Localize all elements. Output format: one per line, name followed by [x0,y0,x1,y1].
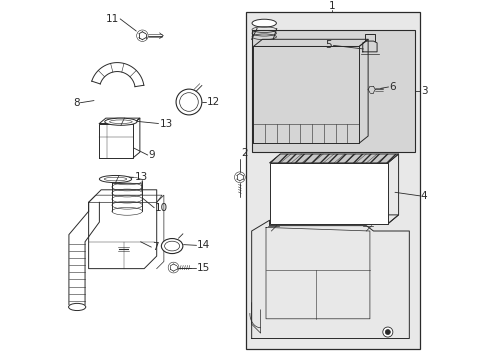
Text: 9: 9 [148,150,155,160]
Circle shape [179,93,198,111]
Text: 12: 12 [206,97,220,107]
Bar [251,30,414,152]
Ellipse shape [161,239,183,253]
Ellipse shape [68,303,85,311]
Polygon shape [269,154,398,163]
Text: 4: 4 [420,191,427,201]
Text: 13: 13 [134,172,147,182]
Text: 6: 6 [389,82,395,92]
Text: 1: 1 [328,1,335,11]
Text: 8: 8 [73,98,80,108]
Bar [269,163,387,224]
Circle shape [382,327,392,337]
Ellipse shape [251,19,276,27]
Circle shape [176,89,202,115]
Text: 3: 3 [420,86,427,96]
Text: 11: 11 [105,14,119,24]
Text: 14: 14 [197,240,210,250]
Ellipse shape [99,175,131,183]
Circle shape [385,329,389,334]
Text: 13: 13 [159,118,172,129]
Ellipse shape [104,118,137,125]
Text: 7: 7 [152,242,158,252]
Bar [246,13,419,349]
Text: 10: 10 [155,203,168,213]
Text: 5: 5 [325,40,332,50]
Text: 2: 2 [241,148,247,158]
Ellipse shape [164,241,179,251]
Text: 15: 15 [197,262,210,273]
